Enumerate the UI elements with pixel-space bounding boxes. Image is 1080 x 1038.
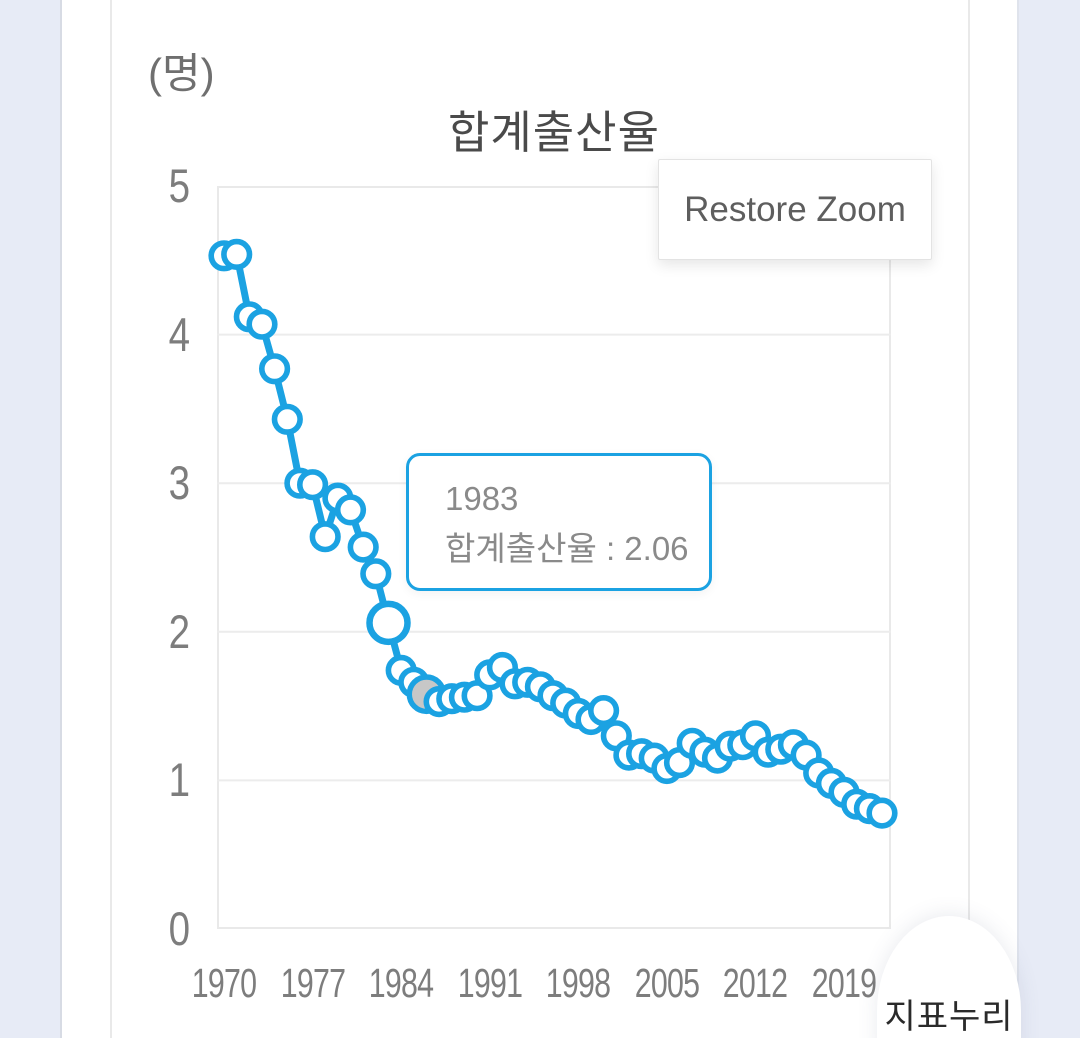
tooltip-value: 합계출산율 : 2.06 bbox=[445, 530, 689, 567]
data-point[interactable] bbox=[258, 353, 291, 385]
chart-tooltip: 1983 합계출산율 : 2.06 bbox=[406, 453, 712, 591]
chart-title: 합계출산율 bbox=[447, 107, 660, 158]
x-axis-tick: 1998 bbox=[546, 960, 611, 1006]
data-point[interactable] bbox=[246, 308, 278, 340]
y-axis-tick: 1 bbox=[168, 753, 190, 807]
fertility-line-chart[interactable] bbox=[208, 186, 898, 929]
x-axis: 1970 1977 1984 1991 1998 2005 2012 2019 bbox=[192, 960, 891, 1020]
data-point[interactable] bbox=[347, 531, 379, 563]
y-axis-tick: 5 bbox=[168, 159, 190, 212]
x-axis-tick: 1970 bbox=[191, 960, 257, 1006]
y-axis-tick: 3 bbox=[168, 456, 190, 510]
y-axis-tick: 0 bbox=[168, 902, 190, 955]
y-axis-unit-label: (명) bbox=[148, 50, 215, 97]
data-point[interactable] bbox=[221, 238, 253, 271]
brand-label: 지표누리 bbox=[884, 998, 1014, 1036]
restore-zoom-button[interactable]: Restore Zoom bbox=[658, 159, 932, 260]
x-axis-tick: 1984 bbox=[368, 960, 434, 1006]
data-point[interactable] bbox=[296, 469, 329, 501]
data-point[interactable] bbox=[866, 797, 898, 829]
data-point[interactable] bbox=[588, 694, 620, 727]
x-axis-tick: 2005 bbox=[634, 960, 700, 1006]
data-point[interactable] bbox=[271, 403, 303, 435]
x-axis-tick: 1977 bbox=[280, 960, 345, 1006]
tooltip-year: 1983 bbox=[445, 480, 519, 517]
y-axis-tick: 2 bbox=[168, 604, 190, 658]
x-axis-tick: 2019 bbox=[811, 960, 877, 1006]
data-point[interactable] bbox=[309, 521, 341, 553]
data-point[interactable] bbox=[334, 494, 367, 526]
data-point[interactable] bbox=[360, 558, 392, 590]
x-axis-tick: 2012 bbox=[723, 960, 788, 1006]
y-axis: 0 1 2 3 4 5 bbox=[118, 159, 190, 955]
y-axis-tick: 4 bbox=[168, 307, 190, 361]
data-point-hover[interactable] bbox=[366, 600, 411, 646]
x-axis-tick: 1991 bbox=[457, 960, 522, 1006]
